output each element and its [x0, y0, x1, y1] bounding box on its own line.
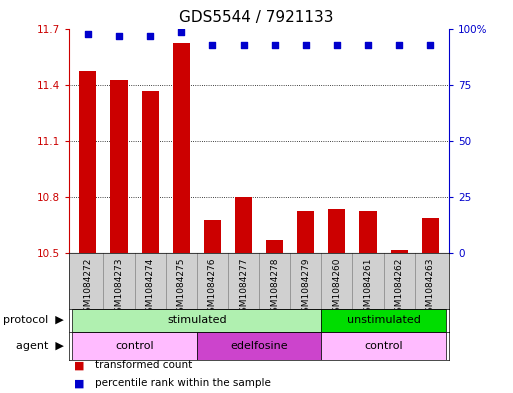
Point	[84, 31, 92, 37]
Bar	[72, 309, 321, 332]
Bar	[110, 80, 128, 253]
Text: GSM1084275: GSM1084275	[177, 258, 186, 318]
Point	[115, 33, 123, 39]
Text: GSM1084272: GSM1084272	[84, 258, 92, 318]
Point	[208, 42, 216, 48]
Bar	[197, 332, 321, 360]
Point	[302, 42, 310, 48]
Point	[364, 42, 372, 48]
Text: GSM1084276: GSM1084276	[208, 258, 217, 318]
Text: agent  ▶: agent ▶	[16, 341, 64, 351]
Bar	[173, 42, 190, 253]
Point	[333, 42, 341, 48]
Point	[395, 42, 403, 48]
Bar	[321, 332, 446, 360]
Text: percentile rank within the sample: percentile rank within the sample	[95, 378, 271, 388]
Bar	[142, 91, 159, 253]
Text: control: control	[364, 341, 403, 351]
Bar	[204, 220, 221, 253]
Text: GSM1084260: GSM1084260	[332, 258, 341, 318]
Text: GSM1084262: GSM1084262	[394, 258, 404, 318]
Text: GSM1084278: GSM1084278	[270, 258, 279, 318]
Point	[146, 33, 154, 39]
Bar	[80, 70, 96, 253]
Text: control: control	[115, 341, 154, 351]
Text: GDS5544 / 7921133: GDS5544 / 7921133	[179, 10, 334, 25]
Text: ■: ■	[74, 360, 85, 371]
Point	[270, 42, 279, 48]
Point	[177, 29, 185, 35]
Bar	[72, 332, 197, 360]
Bar	[422, 218, 439, 253]
Text: GSM1084277: GSM1084277	[239, 258, 248, 318]
Bar	[321, 309, 446, 332]
Text: edelfosine: edelfosine	[230, 341, 288, 351]
Text: ■: ■	[74, 378, 85, 388]
Text: transformed count: transformed count	[95, 360, 192, 371]
Bar	[328, 209, 345, 253]
Text: unstimulated: unstimulated	[347, 315, 421, 325]
Text: GSM1084263: GSM1084263	[426, 258, 435, 318]
Bar	[297, 211, 314, 253]
Bar	[390, 250, 408, 253]
Point	[240, 42, 248, 48]
Text: GSM1084273: GSM1084273	[114, 258, 124, 318]
Text: stimulated: stimulated	[167, 315, 227, 325]
Point	[426, 42, 435, 48]
Text: protocol  ▶: protocol ▶	[4, 315, 64, 325]
Text: GSM1084279: GSM1084279	[301, 258, 310, 318]
Bar	[235, 197, 252, 253]
Text: GSM1084261: GSM1084261	[364, 258, 372, 318]
Bar	[266, 241, 283, 253]
Bar	[360, 211, 377, 253]
Text: GSM1084274: GSM1084274	[146, 258, 154, 318]
